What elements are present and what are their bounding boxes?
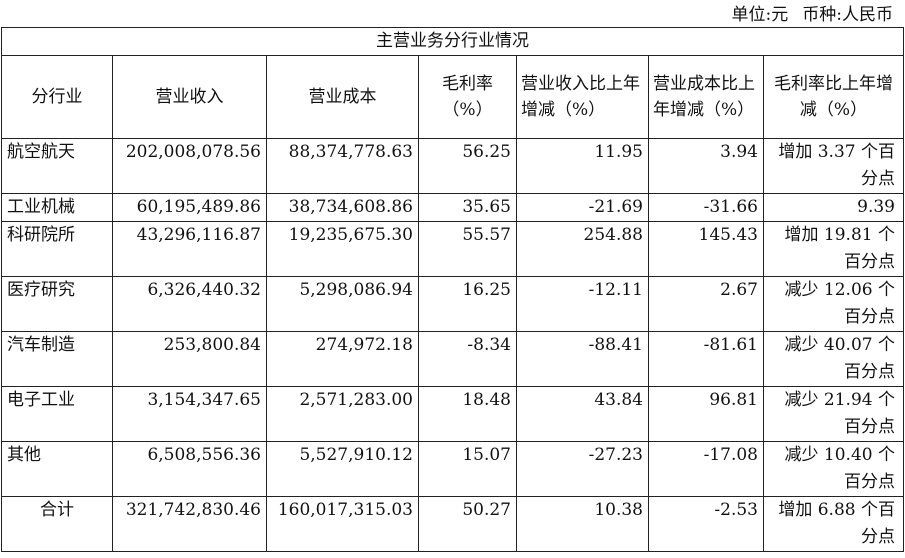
cost-change-cell: -81.61 xyxy=(648,331,764,387)
header-revenue: 营业收入 xyxy=(112,55,267,139)
revenue-change-cell: 254.88 xyxy=(516,221,649,277)
industry-cell: 科研院所 xyxy=(1,221,113,277)
revenue-cell: 202,008,078.56 xyxy=(112,138,267,194)
table-row: 工业机械 60,195,489.86 38,734,608.86 35.65 -… xyxy=(1,193,904,222)
unit-label: 单位:元 xyxy=(731,5,789,25)
margin-change-cell: 增加 3.37 个百分点 xyxy=(763,138,904,194)
revenue-cell: 6,326,440.32 xyxy=(112,276,267,332)
revenue-cell: 60,195,489.86 xyxy=(112,193,267,222)
table-row: 其他 6,508,556.36 5,527,910.12 15.07 -27.2… xyxy=(1,441,904,497)
margin-change-cell: 减少 12.06 个百分点 xyxy=(763,276,904,332)
margin-change-cell: 增加 19.81 个百分点 xyxy=(763,221,904,277)
revenue-change-cell: 10.38 xyxy=(516,496,649,552)
industry-table: 主营业务分行业情况 分行业 营业收入 营业成本 毛利率（%） 营业收入比上年增减… xyxy=(1,27,904,552)
cost-cell: 2,571,283.00 xyxy=(266,386,419,442)
cost-cell: 19,235,675.30 xyxy=(266,221,419,277)
industry-cell: 电子工业 xyxy=(1,386,113,442)
revenue-cell: 43,296,116.87 xyxy=(112,221,267,277)
revenue-cell: 253,800.84 xyxy=(112,331,267,387)
margin-cell: 50.27 xyxy=(418,496,517,552)
margin-cell: -8.34 xyxy=(418,331,517,387)
cost-change-cell: 3.94 xyxy=(648,138,764,194)
table-row: 汽车制造 253,800.84 274,972.18 -8.34 -88.41 … xyxy=(1,331,904,387)
industry-cell: 其他 xyxy=(1,441,113,497)
header-margin: 毛利率（%） xyxy=(418,55,517,139)
cost-change-cell: 145.43 xyxy=(648,221,764,277)
revenue-change-cell: 11.95 xyxy=(516,138,649,194)
margin-change-cell: 9.39 xyxy=(763,193,904,222)
unit-currency-line: 单位:元 币种:人民币 xyxy=(718,4,893,26)
revenue-change-cell: 43.84 xyxy=(516,386,649,442)
margin-cell: 56.25 xyxy=(418,138,517,194)
margin-change-cell: 减少 21.94 个百分点 xyxy=(763,386,904,442)
header-cost: 营业成本 xyxy=(266,55,419,139)
margin-cell: 55.57 xyxy=(418,221,517,277)
header-margin-change: 毛利率比上年增减（%） xyxy=(763,55,904,139)
cost-cell: 160,017,315.03 xyxy=(266,496,419,552)
cost-change-cell: -17.08 xyxy=(648,441,764,497)
revenue-cell: 321,742,830.46 xyxy=(112,496,267,552)
industry-cell: 航空航天 xyxy=(1,138,113,194)
cost-change-cell: -2.53 xyxy=(648,496,764,552)
revenue-change-cell: -88.41 xyxy=(516,331,649,387)
cost-change-cell: -31.66 xyxy=(648,193,764,222)
table-row: 电子工业 3,154,347.65 2,571,283.00 18.48 43.… xyxy=(1,386,904,442)
industry-cell: 汽车制造 xyxy=(1,331,113,387)
header-revenue-change: 营业收入比上年增减（%） xyxy=(516,55,649,139)
table-caption: 主营业务分行业情况 xyxy=(1,27,904,56)
margin-cell: 18.48 xyxy=(418,386,517,442)
cost-cell: 5,527,910.12 xyxy=(266,441,419,497)
revenue-change-cell: -12.11 xyxy=(516,276,649,332)
cost-change-cell: 2.67 xyxy=(648,276,764,332)
industry-cell: 工业机械 xyxy=(1,193,113,222)
industry-cell: 合计 xyxy=(1,496,113,552)
margin-change-cell: 增加 6.88 个百分点 xyxy=(763,496,904,552)
cost-cell: 274,972.18 xyxy=(266,331,419,387)
cost-cell: 5,298,086.94 xyxy=(266,276,419,332)
margin-cell: 15.07 xyxy=(418,441,517,497)
table-row: 科研院所 43,296,116.87 19,235,675.30 55.57 2… xyxy=(1,221,904,277)
revenue-change-cell: -27.23 xyxy=(516,441,649,497)
table-row: 航空航天 202,008,078.56 88,374,778.63 56.25 … xyxy=(1,138,904,194)
cost-cell: 88,374,778.63 xyxy=(266,138,419,194)
table-row: 医疗研究 6,326,440.32 5,298,086.94 16.25 -12… xyxy=(1,276,904,332)
currency-label: 币种:人民币 xyxy=(802,5,893,25)
revenue-cell: 3,154,347.65 xyxy=(112,386,267,442)
margin-cell: 16.25 xyxy=(418,276,517,332)
revenue-change-cell: -21.69 xyxy=(516,193,649,222)
header-cost-change: 营业成本比上年增减（%） xyxy=(648,55,764,139)
header-industry: 分行业 xyxy=(1,55,113,139)
revenue-cell: 6,508,556.36 xyxy=(112,441,267,497)
table-row-total: 合计 321,742,830.46 160,017,315.03 50.27 1… xyxy=(1,496,904,552)
cost-cell: 38,734,608.86 xyxy=(266,193,419,222)
margin-change-cell: 减少 10.40 个百分点 xyxy=(763,441,904,497)
industry-cell: 医疗研究 xyxy=(1,276,113,332)
cost-change-cell: 96.81 xyxy=(648,386,764,442)
margin-cell: 35.65 xyxy=(418,193,517,222)
margin-change-cell: 减少 40.07 个百分点 xyxy=(763,331,904,387)
